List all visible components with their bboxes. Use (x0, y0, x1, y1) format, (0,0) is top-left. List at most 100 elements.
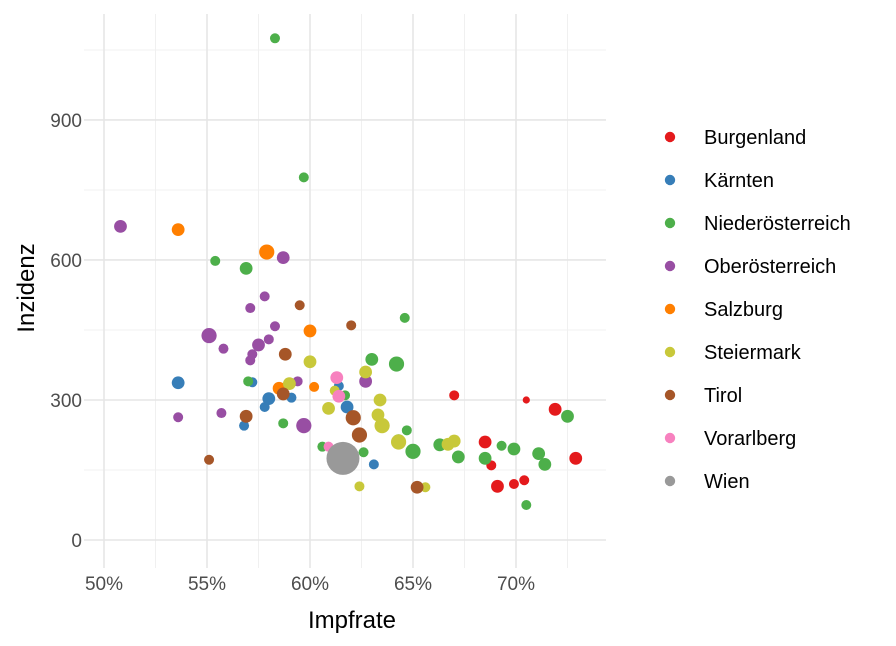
point-nieder-sterreich (538, 457, 552, 471)
major-gridlines (84, 14, 606, 568)
point-nieder-sterreich (269, 33, 280, 44)
legend-label-tirol: Tirol (704, 385, 742, 407)
point-steiermark (303, 355, 317, 369)
legend-label-vorarlberg: Vorarlberg (704, 428, 796, 450)
point-nieder-sterreich (405, 443, 421, 459)
point-ober-sterreich (359, 374, 373, 388)
point-burgenland (508, 478, 519, 489)
legend-key-burgenland (664, 131, 676, 143)
point-salzburg (309, 381, 320, 392)
legend-key-salzburg (664, 303, 676, 315)
legend-key-vorarlberg (664, 432, 676, 444)
point-ober-sterreich (245, 303, 256, 314)
y-tick-label: 0 (71, 531, 82, 552)
legend-key-ober-sterreich (664, 260, 676, 272)
point-steiermark (447, 434, 461, 448)
point-tirol (278, 347, 292, 361)
x-tick-label: 60% (291, 574, 329, 595)
point-steiermark (354, 481, 365, 492)
legend-label-nieder-sterreich: Niederösterreich (704, 213, 851, 235)
point-ober-sterreich (259, 291, 270, 302)
x-tick-label: 70% (497, 574, 535, 595)
point-nieder-sterreich (239, 261, 253, 275)
point-burgenland (569, 451, 583, 465)
point-nieder-sterreich (561, 409, 574, 423)
point-ober-sterreich (269, 321, 280, 332)
point-ober-sterreich (247, 349, 258, 360)
point-burgenland (522, 396, 530, 404)
x-tick-label: 55% (188, 574, 226, 595)
point-ober-sterreich (173, 412, 184, 423)
legend-label-salzburg: Salzburg (704, 299, 783, 321)
point-burgenland (491, 479, 504, 493)
legend-label-wien: Wien (704, 471, 750, 493)
point-ober-sterreich (216, 408, 227, 419)
point-nieder-sterreich (210, 255, 221, 266)
point-nieder-sterreich (388, 356, 405, 372)
point-nieder-sterreich (399, 312, 410, 323)
point-steiermark (374, 418, 390, 434)
point-k-rnten (368, 459, 379, 470)
point-burgenland (449, 390, 460, 401)
legend-key-k-rnten (664, 174, 676, 186)
point-steiermark (390, 434, 407, 450)
point-ober-sterreich (252, 338, 265, 352)
legend-label-ober-sterreich: Oberösterreich (704, 256, 836, 278)
point-vorarlberg (330, 371, 344, 384)
legend-label-steiermark: Steiermark (704, 342, 802, 364)
point-wien (326, 441, 360, 475)
minor-gridlines (84, 14, 606, 568)
point-nieder-sterreich (521, 499, 532, 510)
point-k-rnten (262, 392, 276, 405)
y-axis-tick-labels: 0 300 600 900 (50, 111, 82, 552)
point-tirol (410, 480, 424, 494)
point-nieder-sterreich (478, 451, 492, 465)
data-points (114, 33, 583, 510)
point-tirol (351, 427, 368, 443)
point-steiermark (373, 393, 387, 407)
point-burgenland (548, 402, 562, 416)
point-steiermark (359, 365, 373, 379)
point-salzburg (171, 223, 185, 237)
legend-label-burgenland: Burgenland (704, 127, 806, 149)
point-tirol (294, 300, 305, 311)
point-nieder-sterreich (278, 418, 289, 429)
point-ober-sterreich (218, 343, 229, 354)
x-axis-title: Impfrate (308, 607, 396, 634)
point-vorarlberg (332, 389, 346, 403)
legend-key-nieder-sterreich (664, 217, 676, 229)
legend-label-k-rnten: Kärnten (704, 170, 774, 192)
point-ober-sterreich (201, 327, 217, 344)
y-axis-title: Inzidenz (13, 243, 40, 332)
legend-key-steiermark (664, 346, 676, 358)
point-tirol (239, 409, 253, 423)
x-tick-label: 50% (85, 574, 123, 595)
point-nieder-sterreich (507, 442, 521, 456)
point-nieder-sterreich (358, 447, 369, 458)
point-steiermark (322, 401, 335, 415)
point-k-rnten (171, 376, 185, 390)
point-salzburg (259, 244, 275, 260)
point-tirol (204, 454, 215, 465)
point-k-rnten (239, 420, 250, 431)
x-tick-label: 65% (394, 574, 432, 595)
point-ober-sterreich (263, 334, 274, 345)
legend-key-wien (664, 475, 676, 487)
point-nieder-sterreich (496, 440, 507, 451)
point-nieder-sterreich (532, 447, 546, 461)
point-nieder-sterreich (298, 172, 309, 183)
point-ober-sterreich (276, 251, 290, 265)
point-nieder-sterreich (243, 376, 254, 387)
y-tick-label: 900 (50, 111, 82, 132)
point-tirol (346, 320, 357, 331)
point-ober-sterreich (114, 219, 127, 233)
point-ober-sterreich (296, 418, 312, 434)
x-axis-tick-labels: 50% 55% 60% 65% 70% (85, 574, 535, 595)
legend: Burgenland Kärnten Niederösterreich Oberöst… (664, 127, 851, 493)
point-nieder-sterreich (451, 450, 465, 464)
y-tick-label: 300 (50, 391, 82, 412)
point-k-rnten (340, 400, 354, 414)
point-steiermark (283, 377, 296, 391)
point-tirol (276, 387, 290, 401)
